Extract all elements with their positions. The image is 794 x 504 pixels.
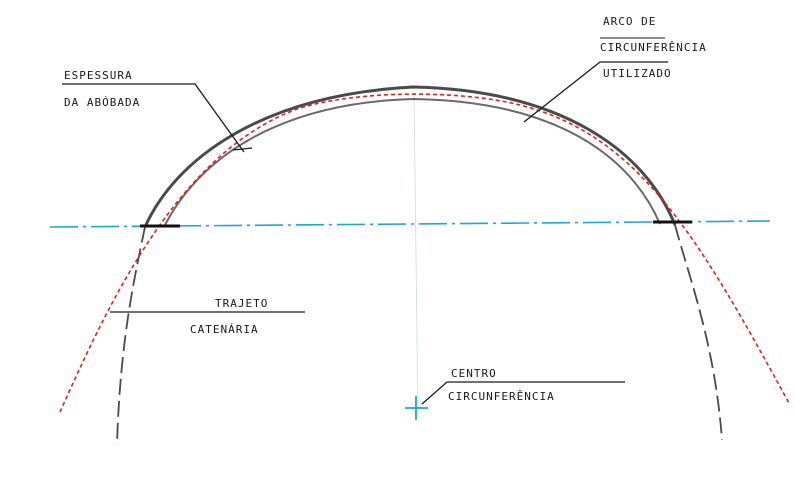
- arco-leader: [523, 61, 668, 123]
- label-arco-3: UTILIZADO: [603, 67, 672, 80]
- centro-leader: [421, 381, 625, 405]
- arch-inner-intrados: [163, 97, 661, 228]
- circle-continuation-right: [674, 224, 723, 441]
- label-espessura-1: ESPESSURA: [64, 69, 133, 82]
- espessura-leader: [62, 83, 245, 153]
- label-trajeto-2: CATENÁRIA: [190, 323, 259, 336]
- espessura-leader-cross: [232, 147, 253, 151]
- circle-continuation-left: [116, 226, 146, 446]
- label-centro-1: CENTRO: [451, 367, 497, 380]
- arch-outer-extrados: [143, 85, 677, 228]
- catenary-curve: [59, 93, 791, 413]
- label-centro-2: CIRCUNFERÊNCIA: [448, 390, 555, 403]
- springing-axis-line: [49, 220, 771, 228]
- label-arco-2: CIRCUNFERÊNCIA: [600, 41, 707, 54]
- label-espessura-2: DA ABÓBADA: [64, 96, 140, 109]
- label-arco-1: ARCO DE: [603, 15, 656, 28]
- vertical-center-axis: [413, 91, 419, 419]
- label-trajeto-1: TRAJETO: [215, 297, 268, 310]
